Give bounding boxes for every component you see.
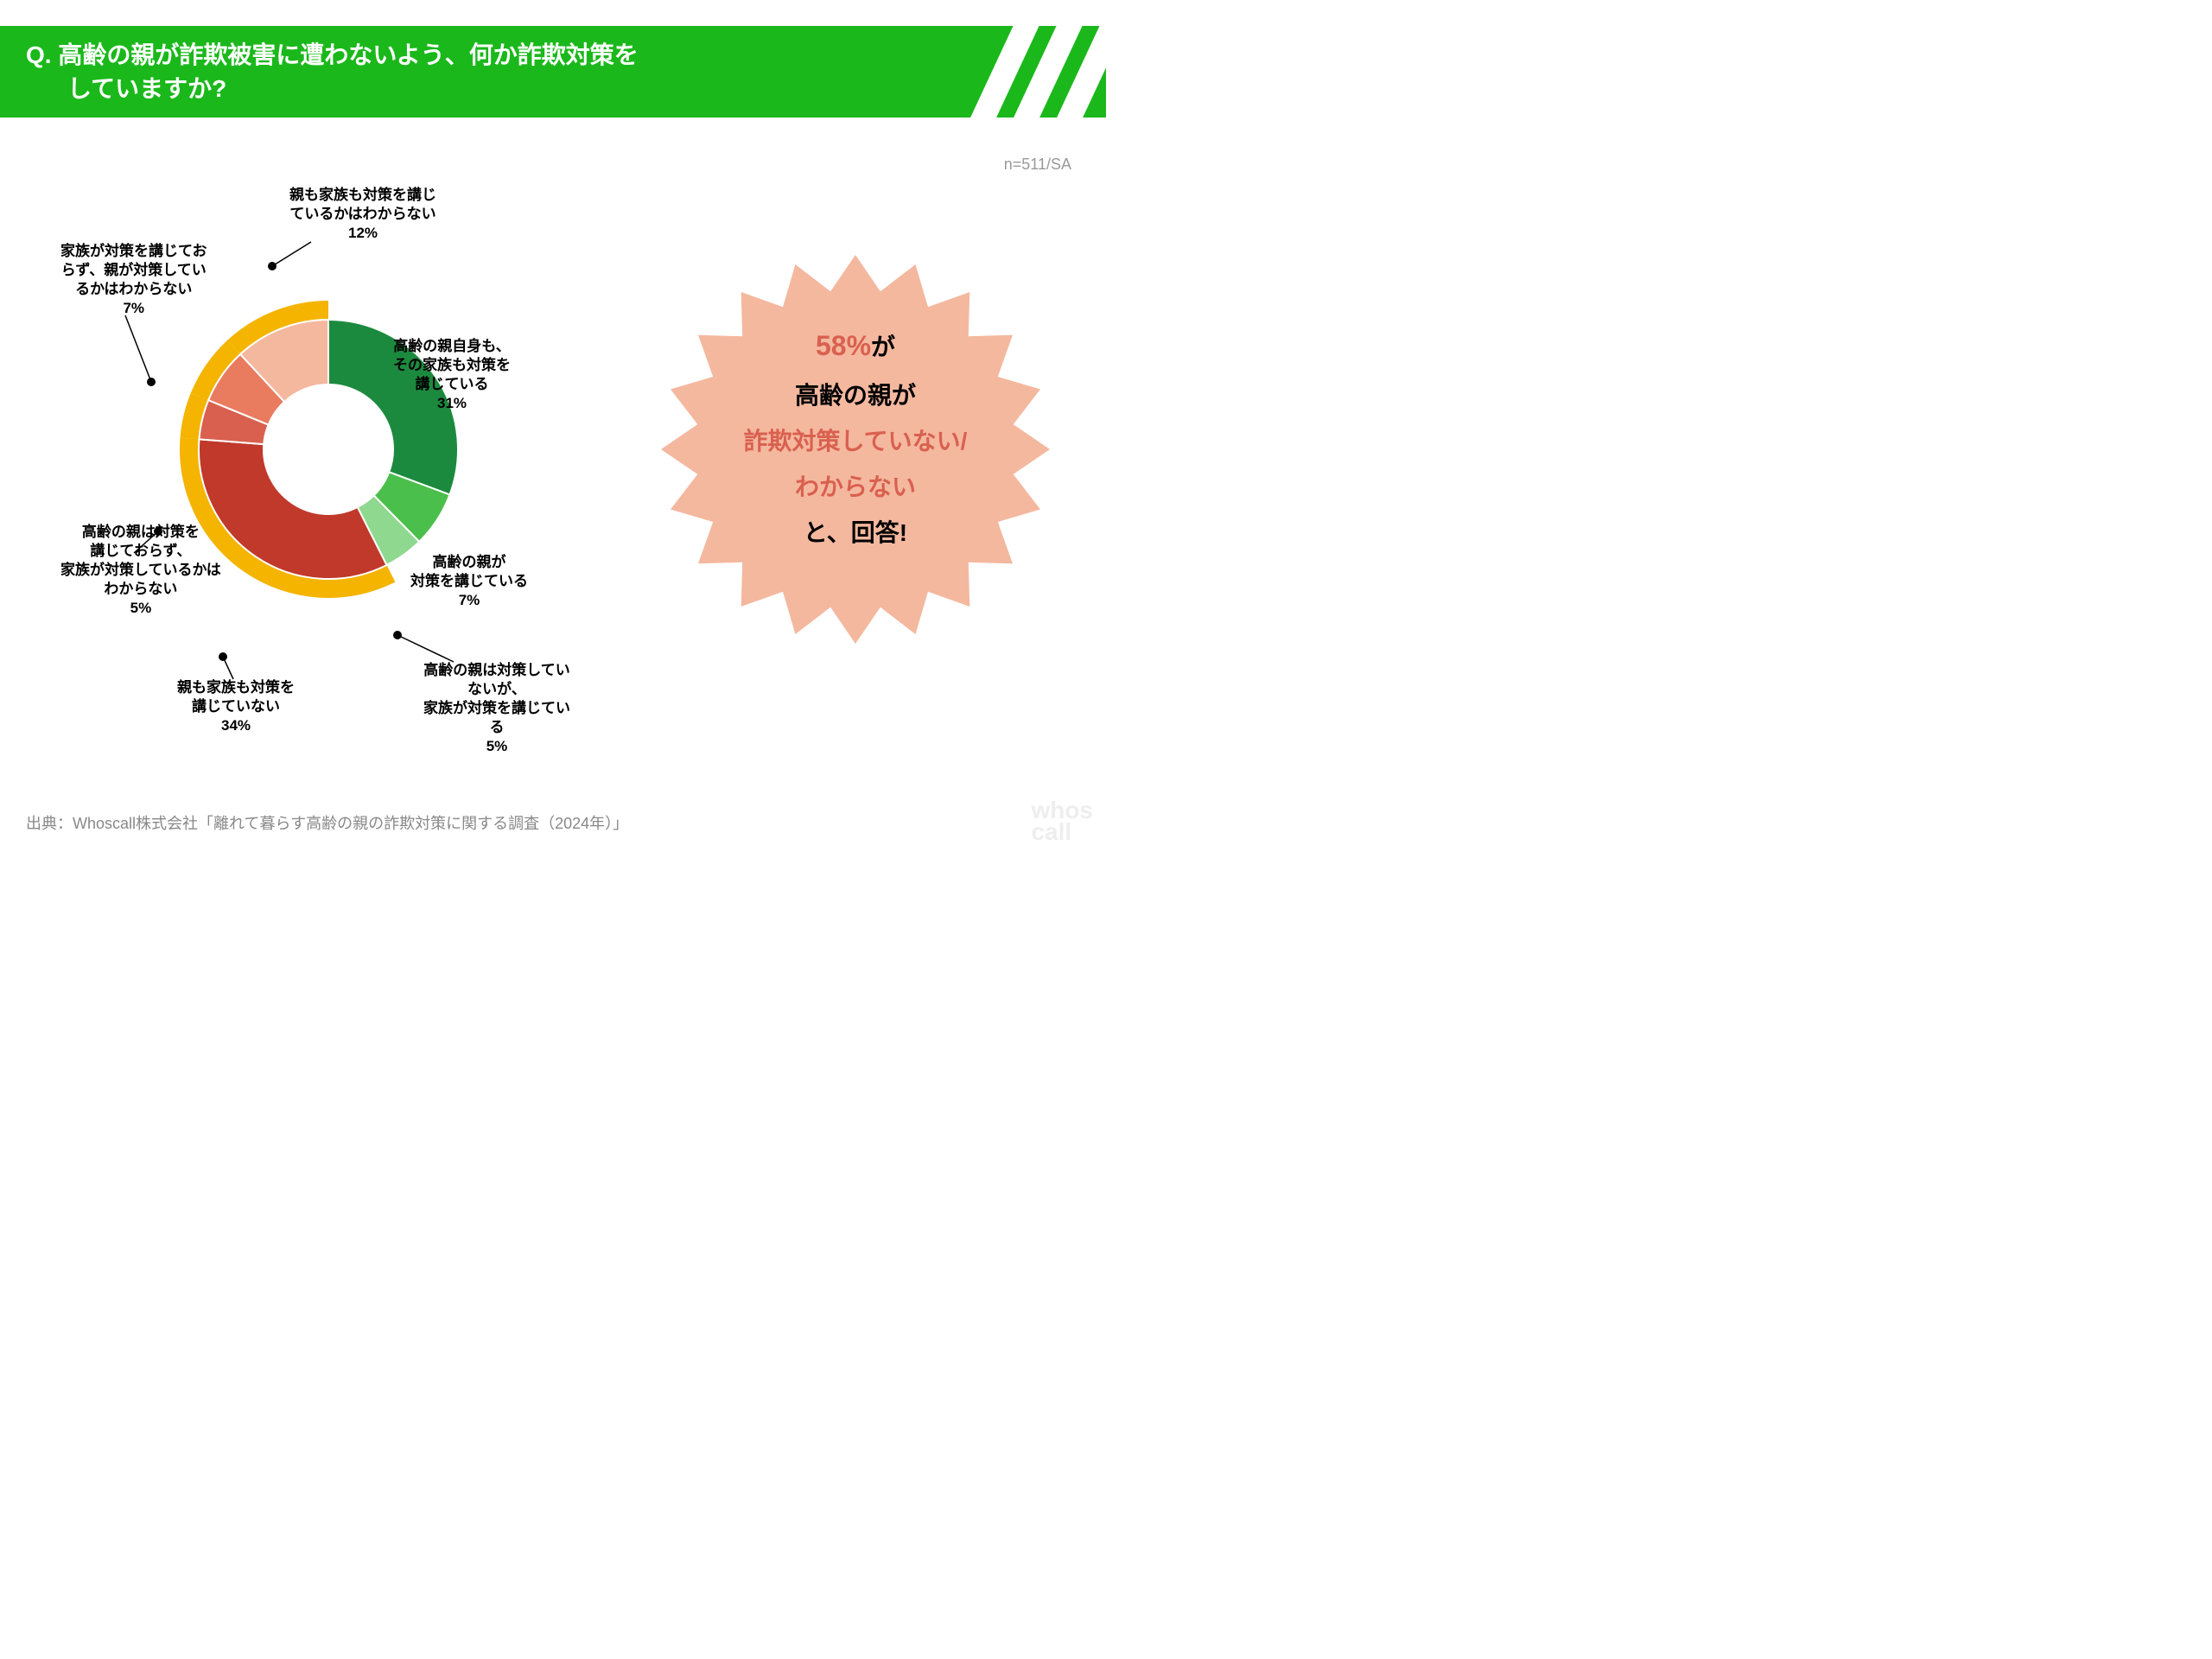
watermark-logo: whos call <box>1031 799 1093 842</box>
chart-label: 高齢の親が 対策を講じている 7% <box>410 553 528 610</box>
header-bar: Q. 高齢の親が詐欺被害に遭わないよう、何か詐欺対策を していますか? <box>0 26 1106 118</box>
title-line1: Q. 高齢の親が詐欺被害に遭わないよう、何か詐欺対策を <box>26 41 639 68</box>
callout-line: わからない <box>657 464 1054 510</box>
leader-dot <box>268 262 276 270</box>
callout-text-part: が <box>871 334 895 360</box>
leader-line <box>223 657 233 679</box>
leader-dot <box>393 631 402 639</box>
leader-dot <box>219 652 227 661</box>
callout-line: と、回答! <box>657 510 1054 556</box>
callout-text-part: 58% <box>816 330 871 361</box>
callout-text-part: 詐欺対策していない/ <box>744 428 968 454</box>
chart-label: 高齢の親は対策していないが、 家族が対策を講じている 5% <box>423 661 570 756</box>
callout-text: 58%が高齢の親が詐欺対策していない/わからないと、回答! <box>657 320 1054 556</box>
leader-line <box>397 635 454 662</box>
callout-line: 詐欺対策していない/ <box>657 418 1054 464</box>
chart-label: 親も家族も対策を講じ ているかはわからない 12% <box>289 186 436 243</box>
callout-text-part: と、回答! <box>804 519 907 546</box>
chart-label: 高齢の親自身も、 その家族も対策を 講じている 31% <box>393 337 511 413</box>
chart-label: 高齢の親は対策を 講じておらず、 家族が対策しているかは わからない 5% <box>60 523 221 618</box>
donut-slice <box>199 439 386 579</box>
leader-dot <box>147 378 156 386</box>
source-citation: 出典：Whoscall株式会社「離れて暮らす高齢の親の詐欺対策に関する調査（20… <box>26 811 628 834</box>
question-title: Q. 高齢の親が詐欺被害に遭わないよう、何か詐欺対策を していますか? <box>26 38 1080 105</box>
callout-text-part: 高齢の親が <box>795 382 916 409</box>
donut-chart-area: 高齢の親自身も、 その家族も対策を 講じている 31% 高齢の親が 対策を講じてい… <box>52 181 570 700</box>
leader-line <box>272 242 311 266</box>
sample-size: n=511/SA <box>1004 156 1071 174</box>
title-line2: していますか? <box>26 72 226 105</box>
callout-badge: 58%が高齢の親が詐欺対策していない/わからないと、回答! <box>657 251 1054 648</box>
callout-text-part: わからない <box>795 474 916 500</box>
chart-label: 親も家族も対策を 講じていない 34% <box>177 678 295 735</box>
chart-label: 家族が対策を講じてお らず、親が対策してい るかはわからない 7% <box>60 242 207 318</box>
callout-line: 高齢の親が <box>657 372 1054 418</box>
header-decoration <box>933 26 1106 118</box>
leader-line <box>125 315 151 382</box>
callout-line: 58%が <box>657 320 1054 372</box>
